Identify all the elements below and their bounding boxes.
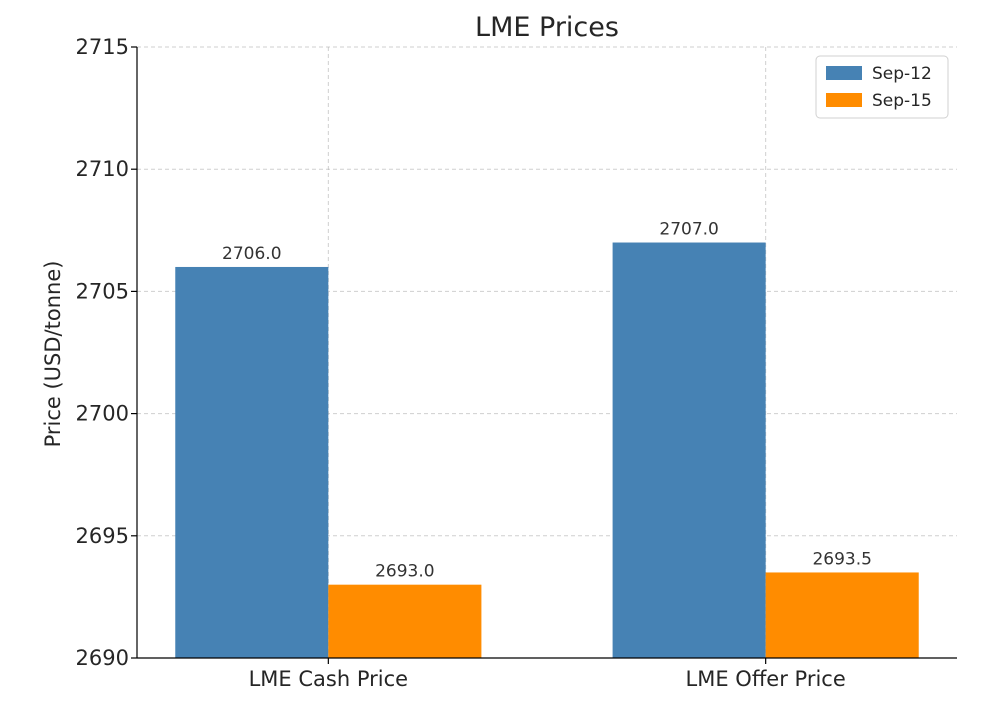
legend-swatch-sep-12 [826, 66, 862, 80]
chart-title: LME Prices [475, 12, 619, 43]
y-tick-label: 2690 [76, 646, 129, 670]
labels-layer: 2706.0 2707.0 2693.0 2693.5 2690 2695 2700 2705… [76, 35, 872, 691]
bar-sep-15 [765, 572, 919, 658]
bar-sep-12 [175, 266, 329, 658]
y-tick-label: 2710 [76, 157, 129, 181]
legend: Sep-12 Sep-15 [815, 55, 949, 119]
bar-value-label: 2706.0 [222, 244, 281, 264]
bar-sep-12 [612, 242, 766, 658]
x-tick-label: LME Cash Price [249, 667, 408, 691]
bar-value-label: 2693.0 [375, 562, 434, 582]
legend-swatch-sep-15 [826, 93, 862, 107]
bar-sep-15 [328, 584, 482, 658]
y-tick-label: 2700 [76, 402, 129, 426]
y-axis-label: Price (USD/tonne) [41, 261, 65, 448]
bar-value-label: 2693.5 [812, 549, 871, 569]
legend-label: Sep-12 [872, 64, 932, 84]
bar-value-label: 2707.0 [659, 220, 718, 240]
y-tick-label: 2695 [76, 524, 129, 548]
axes-layer [131, 46, 957, 664]
y-tick-label: 2715 [76, 35, 129, 59]
legend-label: Sep-15 [872, 91, 932, 111]
y-tick-label: 2705 [76, 279, 129, 303]
x-tick-label: LME Offer Price [686, 667, 846, 691]
bars-layer [175, 242, 919, 658]
